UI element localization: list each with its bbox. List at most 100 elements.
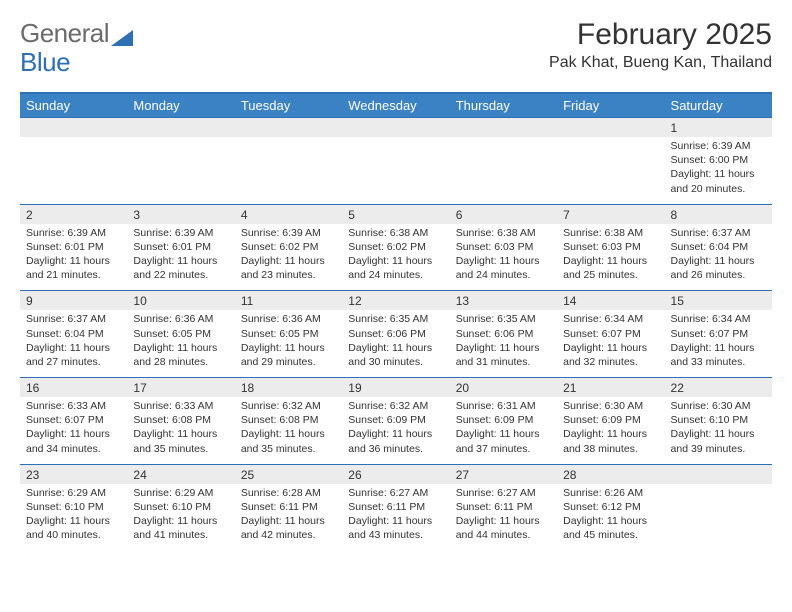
day-details: Sunrise: 6:35 AMSunset: 6:06 PMDaylight:… — [342, 310, 449, 377]
day-cell-number — [235, 118, 342, 138]
day-cell-number: 12 — [342, 291, 449, 311]
day-sunset: Sunset: 6:01 PM — [133, 240, 228, 254]
day-daylight1: Daylight: 11 hours — [563, 427, 658, 441]
day-sunset: Sunset: 6:06 PM — [348, 327, 443, 341]
day-daylight1: Daylight: 11 hours — [241, 514, 336, 528]
day-sunset: Sunset: 6:00 PM — [671, 153, 766, 167]
day-cell-number — [557, 118, 664, 138]
day-cell-details — [127, 137, 234, 204]
day-details: Sunrise: 6:39 AMSunset: 6:02 PMDaylight:… — [235, 224, 342, 291]
daynum-row: 1 — [20, 118, 772, 138]
day-sunrise: Sunrise: 6:37 AM — [671, 226, 766, 240]
day-daylight1: Daylight: 11 hours — [348, 514, 443, 528]
day-details: Sunrise: 6:33 AMSunset: 6:07 PMDaylight:… — [20, 397, 127, 464]
weekday-header: Saturday — [665, 93, 772, 118]
day-daylight1: Daylight: 11 hours — [456, 514, 551, 528]
day-daylight2: and 20 minutes. — [671, 182, 766, 196]
day-details: Sunrise: 6:26 AMSunset: 6:12 PMDaylight:… — [557, 484, 664, 551]
day-daylight2: and 38 minutes. — [563, 442, 658, 456]
day-details: Sunrise: 6:32 AMSunset: 6:08 PMDaylight:… — [235, 397, 342, 464]
day-daylight2: and 45 minutes. — [563, 528, 658, 542]
day-sunrise: Sunrise: 6:31 AM — [456, 399, 551, 413]
brand-part2: Blue — [20, 47, 70, 77]
day-daylight1: Daylight: 11 hours — [133, 427, 228, 441]
weekday-header-row: Sunday Monday Tuesday Wednesday Thursday… — [20, 93, 772, 118]
daynum-row: 16171819202122 — [20, 378, 772, 398]
day-details — [342, 137, 449, 204]
day-daylight1: Daylight: 11 hours — [26, 427, 121, 441]
day-number: 15 — [665, 291, 772, 310]
details-row: Sunrise: 6:39 AMSunset: 6:00 PMDaylight:… — [20, 137, 772, 204]
day-daylight1: Daylight: 11 hours — [563, 514, 658, 528]
day-number: 25 — [235, 465, 342, 484]
day-daylight1: Daylight: 11 hours — [241, 254, 336, 268]
day-daylight2: and 36 minutes. — [348, 442, 443, 456]
location: Pak Khat, Bueng Kan, Thailand — [549, 54, 772, 72]
day-cell-details: Sunrise: 6:39 AMSunset: 6:01 PMDaylight:… — [20, 224, 127, 291]
day-number: 7 — [557, 205, 664, 224]
day-sunset: Sunset: 6:01 PM — [26, 240, 121, 254]
day-cell-number: 1 — [665, 118, 772, 138]
day-sunrise: Sunrise: 6:34 AM — [671, 312, 766, 326]
day-number: 16 — [20, 378, 127, 397]
day-cell-details: Sunrise: 6:33 AMSunset: 6:08 PMDaylight:… — [127, 397, 234, 464]
day-cell-number — [665, 464, 772, 484]
day-daylight2: and 27 minutes. — [26, 355, 121, 369]
day-number: 11 — [235, 291, 342, 310]
day-daylight1: Daylight: 11 hours — [241, 427, 336, 441]
day-sunset: Sunset: 6:08 PM — [241, 413, 336, 427]
day-number: 17 — [127, 378, 234, 397]
day-daylight1: Daylight: 11 hours — [456, 254, 551, 268]
day-sunrise: Sunrise: 6:36 AM — [133, 312, 228, 326]
day-daylight2: and 25 minutes. — [563, 268, 658, 282]
day-daylight1: Daylight: 11 hours — [563, 341, 658, 355]
day-sunrise: Sunrise: 6:39 AM — [133, 226, 228, 240]
day-number: 23 — [20, 465, 127, 484]
day-details: Sunrise: 6:28 AMSunset: 6:11 PMDaylight:… — [235, 484, 342, 551]
day-sunset: Sunset: 6:06 PM — [456, 327, 551, 341]
day-sunrise: Sunrise: 6:34 AM — [563, 312, 658, 326]
details-row: Sunrise: 6:39 AMSunset: 6:01 PMDaylight:… — [20, 224, 772, 291]
day-cell-number: 24 — [127, 464, 234, 484]
day-daylight2: and 32 minutes. — [563, 355, 658, 369]
day-details: Sunrise: 6:37 AMSunset: 6:04 PMDaylight:… — [665, 224, 772, 291]
day-daylight1: Daylight: 11 hours — [671, 427, 766, 441]
day-daylight2: and 31 minutes. — [456, 355, 551, 369]
day-details: Sunrise: 6:27 AMSunset: 6:11 PMDaylight:… — [342, 484, 449, 551]
day-details: Sunrise: 6:31 AMSunset: 6:09 PMDaylight:… — [450, 397, 557, 464]
day-cell-number: 28 — [557, 464, 664, 484]
day-daylight2: and 28 minutes. — [133, 355, 228, 369]
day-sunset: Sunset: 6:11 PM — [456, 500, 551, 514]
day-cell-number: 23 — [20, 464, 127, 484]
day-sunrise: Sunrise: 6:27 AM — [348, 486, 443, 500]
day-number: 20 — [450, 378, 557, 397]
day-sunset: Sunset: 6:03 PM — [563, 240, 658, 254]
brand-part1: General — [20, 18, 109, 48]
day-number: 9 — [20, 291, 127, 310]
day-cell-details: Sunrise: 6:28 AMSunset: 6:11 PMDaylight:… — [235, 484, 342, 551]
day-daylight2: and 35 minutes. — [133, 442, 228, 456]
day-number: 3 — [127, 205, 234, 224]
brand-triangle-icon — [111, 22, 133, 53]
day-cell-details: Sunrise: 6:30 AMSunset: 6:10 PMDaylight:… — [665, 397, 772, 464]
day-sunrise: Sunrise: 6:32 AM — [241, 399, 336, 413]
day-cell-details: Sunrise: 6:38 AMSunset: 6:03 PMDaylight:… — [557, 224, 664, 291]
day-details: Sunrise: 6:30 AMSunset: 6:09 PMDaylight:… — [557, 397, 664, 464]
day-cell-details: Sunrise: 6:34 AMSunset: 6:07 PMDaylight:… — [665, 310, 772, 377]
day-number: 18 — [235, 378, 342, 397]
day-cell-details: Sunrise: 6:35 AMSunset: 6:06 PMDaylight:… — [342, 310, 449, 377]
day-daylight2: and 34 minutes. — [26, 442, 121, 456]
day-daylight2: and 37 minutes. — [456, 442, 551, 456]
day-sunrise: Sunrise: 6:36 AM — [241, 312, 336, 326]
day-cell-details: Sunrise: 6:34 AMSunset: 6:07 PMDaylight:… — [557, 310, 664, 377]
day-cell-number — [20, 118, 127, 138]
day-details — [557, 137, 664, 204]
weekday-header: Tuesday — [235, 93, 342, 118]
day-sunset: Sunset: 6:10 PM — [26, 500, 121, 514]
day-cell-details: Sunrise: 6:38 AMSunset: 6:03 PMDaylight:… — [450, 224, 557, 291]
day-cell-details: Sunrise: 6:27 AMSunset: 6:11 PMDaylight:… — [342, 484, 449, 551]
day-cell-number: 8 — [665, 204, 772, 224]
day-daylight1: Daylight: 11 hours — [133, 341, 228, 355]
day-sunset: Sunset: 6:11 PM — [348, 500, 443, 514]
day-number — [450, 118, 557, 137]
